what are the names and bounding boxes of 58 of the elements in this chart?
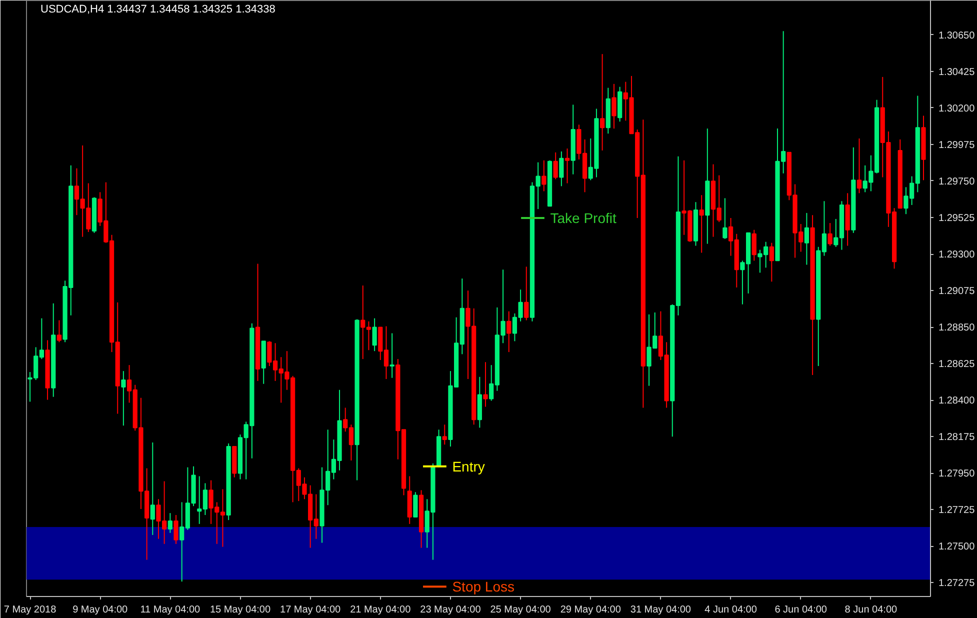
x-tick-label: 7 May 2018 bbox=[4, 604, 57, 616]
y-tick-label: 1.29075 bbox=[938, 286, 976, 298]
y-tick-label: 1.28175 bbox=[938, 432, 976, 444]
candlestick bbox=[372, 318, 377, 352]
candlestick bbox=[442, 424, 447, 446]
x-tick-label: 31 May 04:00 bbox=[630, 604, 692, 616]
candlestick bbox=[559, 150, 564, 187]
y-tick-label: 1.27950 bbox=[938, 468, 976, 480]
x-tick-label: 6 Jun 04:00 bbox=[774, 604, 828, 616]
candlestick bbox=[600, 54, 605, 151]
y-tick-label: 1.30200 bbox=[938, 103, 976, 114]
y-tick-label: 1.29750 bbox=[938, 176, 976, 188]
y-tick-label: 1.29300 bbox=[938, 250, 976, 261]
candlestick bbox=[722, 198, 728, 240]
candlestick bbox=[150, 442, 155, 536]
x-tick-label: 21 May 04:00 bbox=[350, 604, 412, 616]
ref-line-label: Take Profit bbox=[550, 210, 616, 226]
y-tick-label: 1.29525 bbox=[938, 213, 976, 224]
x-tick-label: 9 May 04:00 bbox=[72, 604, 128, 616]
candlestick bbox=[506, 310, 512, 353]
candlestick bbox=[168, 512, 172, 534]
candlestick bbox=[542, 160, 546, 192]
candlestick bbox=[804, 212, 810, 266]
candlestick bbox=[553, 152, 558, 180]
candlestick bbox=[612, 83, 616, 130]
x-tick-label: 17 May 04:00 bbox=[280, 604, 342, 616]
candlestick bbox=[564, 148, 570, 184]
ref-line-label: Entry bbox=[452, 458, 485, 474]
y-tick-label: 1.30650 bbox=[938, 30, 976, 42]
x-tick-label: 15 May 04:00 bbox=[210, 604, 271, 616]
y-tick-label: 1.27500 bbox=[938, 542, 976, 553]
x-tick-label: 11 May 04:00 bbox=[140, 604, 201, 616]
candlestick bbox=[699, 194, 704, 254]
candlestick bbox=[828, 222, 832, 246]
x-tick-label: 25 May 04:00 bbox=[490, 604, 552, 616]
y-tick-label: 1.30425 bbox=[938, 66, 976, 78]
candlestick bbox=[856, 138, 862, 194]
y-tick-label: 1.28850 bbox=[938, 322, 976, 334]
x-tick-label: 23 May 04:00 bbox=[420, 604, 482, 616]
candlestick bbox=[390, 332, 394, 378]
x-tick-label: 4 Jun 04:00 bbox=[704, 604, 758, 616]
candlestick bbox=[174, 514, 178, 544]
ref-line-label: Stop Loss bbox=[452, 578, 514, 595]
x-tick-label: 29 May 04:00 bbox=[560, 604, 622, 616]
y-tick-label: 1.27725 bbox=[938, 505, 976, 516]
candlestick bbox=[524, 266, 529, 321]
chart-title: USDCAD,H4 1.34437 1.34458 1.34325 1.34338 bbox=[40, 4, 276, 16]
candlestick bbox=[121, 370, 126, 426]
candlestick bbox=[752, 229, 756, 262]
candlestick bbox=[56, 320, 62, 343]
candlestick bbox=[413, 492, 418, 518]
y-tick-label: 1.29975 bbox=[938, 140, 976, 151]
y-tick-label: 1.28400 bbox=[938, 396, 976, 407]
x-tick-label: 8 Jun 04:00 bbox=[844, 604, 898, 616]
y-tick-label: 1.28625 bbox=[938, 359, 976, 370]
candlestick bbox=[769, 242, 774, 282]
y-tick-label: 1.27275 bbox=[938, 578, 976, 590]
candlestick bbox=[483, 362, 488, 408]
